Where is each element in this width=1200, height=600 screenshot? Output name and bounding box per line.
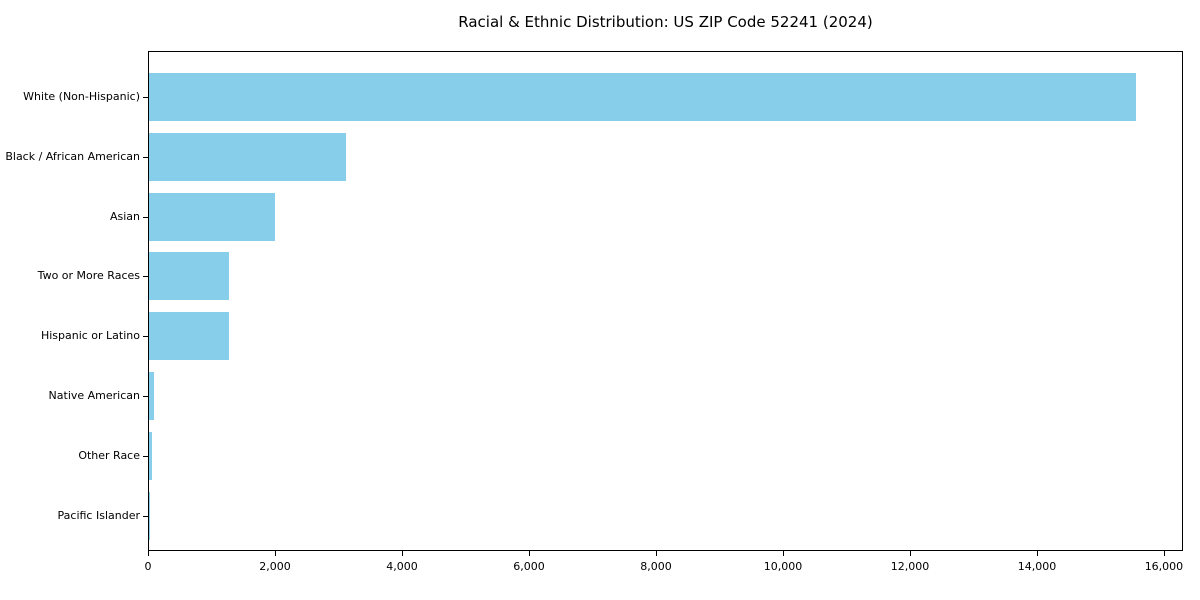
bar <box>149 491 150 540</box>
y-tick-label: Hispanic or Latino <box>40 329 140 343</box>
y-tick-label: Two or More Races <box>37 269 140 283</box>
bar <box>149 252 229 301</box>
x-tick-label: 2,000 <box>259 560 291 573</box>
y-tick-label: White (Non-Hispanic) <box>23 90 140 103</box>
x-tick-mark <box>909 551 911 556</box>
x-tick-mark <box>782 551 784 556</box>
bar <box>149 192 276 241</box>
y-tick-label: Native American <box>48 389 140 402</box>
x-tick-label: 10,000 <box>763 560 803 573</box>
y-tick-label: Black / African American <box>5 149 140 163</box>
plot-area <box>148 51 1183 551</box>
y-tick-mark <box>143 97 148 98</box>
y-tick-mark <box>143 156 148 158</box>
x-tick-mark <box>274 551 276 556</box>
y-tick-label: Pacific Islander <box>57 508 140 522</box>
y-tick-mark <box>143 515 148 517</box>
x-tick-label: 16,000 <box>1144 560 1184 573</box>
x-tick-mark <box>655 551 657 556</box>
bar <box>149 312 229 361</box>
y-tick-mark <box>143 455 148 457</box>
x-tick-mark <box>1163 551 1165 556</box>
x-tick-label: 0 <box>144 560 152 573</box>
bar <box>149 372 154 420</box>
x-tick-mark <box>148 551 149 556</box>
bar <box>149 431 152 480</box>
x-tick-label: 6,000 <box>513 560 545 573</box>
x-tick-label: 4,000 <box>386 560 418 573</box>
x-tick-label: 8,000 <box>640 560 672 573</box>
x-tick-label: 12,000 <box>890 560 930 573</box>
x-tick-mark <box>528 551 530 556</box>
bar <box>149 73 1136 121</box>
x-tick-mark <box>1036 551 1038 556</box>
x-tick-label: 14,000 <box>1017 560 1057 573</box>
y-tick-mark <box>143 276 148 278</box>
chart-title: Racial & Ethnic Distribution: US ZIP Cod… <box>458 13 873 31</box>
y-tick-label: Other Race <box>78 448 140 462</box>
y-tick-label: Asian <box>109 209 140 223</box>
y-tick-mark <box>143 396 148 397</box>
y-tick-mark <box>143 216 148 218</box>
x-tick-mark <box>401 551 403 556</box>
bar <box>149 132 346 181</box>
y-tick-mark <box>143 336 148 338</box>
